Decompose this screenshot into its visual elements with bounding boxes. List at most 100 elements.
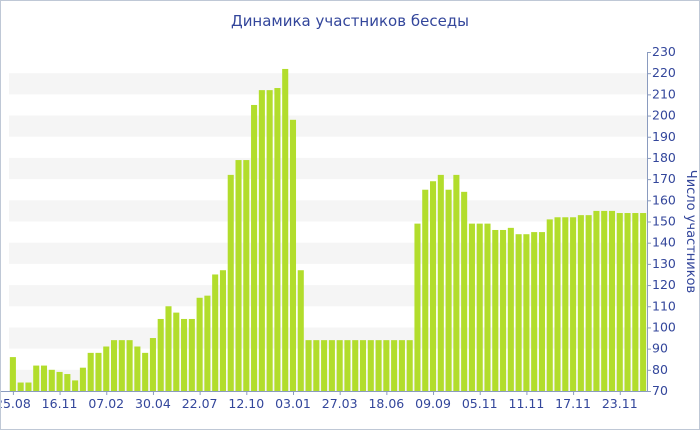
bar xyxy=(48,369,55,391)
bar xyxy=(321,340,328,391)
y-tick-label: 180 xyxy=(652,150,676,165)
bar xyxy=(282,68,289,391)
bar xyxy=(476,223,483,391)
x-tick-label: 09.09 xyxy=(415,396,451,411)
bar xyxy=(468,223,475,391)
bar xyxy=(601,210,608,391)
bar xyxy=(33,365,40,391)
y-tick-label: 150 xyxy=(652,214,676,229)
bar xyxy=(188,318,195,391)
y-tick-label: 100 xyxy=(652,319,676,334)
bar xyxy=(453,174,460,391)
bar xyxy=(500,229,507,391)
bar xyxy=(72,380,79,391)
x-tick-label: 18.06 xyxy=(368,396,404,411)
bar xyxy=(336,340,343,391)
bar xyxy=(562,217,569,391)
bar xyxy=(577,215,584,391)
y-tick-label: 220 xyxy=(652,65,676,80)
bar xyxy=(570,217,577,391)
bar xyxy=(305,340,312,391)
bar xyxy=(608,210,616,391)
bar xyxy=(17,382,24,391)
bar xyxy=(367,340,374,391)
bar xyxy=(531,232,538,391)
bar xyxy=(492,229,499,391)
bar xyxy=(165,306,172,391)
bar xyxy=(523,234,530,391)
y-tick-label: 160 xyxy=(652,192,676,207)
bar xyxy=(40,365,48,391)
bar xyxy=(227,174,234,391)
x-tick-label: 27.03 xyxy=(322,396,358,411)
bar xyxy=(585,215,592,391)
bar xyxy=(134,346,141,391)
y-tick-label: 90 xyxy=(652,341,668,356)
bar xyxy=(258,90,265,391)
bar xyxy=(64,374,71,391)
bar xyxy=(173,312,180,391)
bar xyxy=(484,223,491,391)
bar xyxy=(414,223,421,391)
bar xyxy=(624,213,631,391)
x-tick-label: 22.07 xyxy=(182,396,218,411)
y-tick-label: 120 xyxy=(652,277,676,292)
bar xyxy=(616,213,623,391)
bar xyxy=(204,295,211,391)
bar xyxy=(251,104,258,391)
bar xyxy=(118,340,125,391)
bar xyxy=(142,352,149,391)
x-tick-label: 25.08 xyxy=(1,396,31,411)
bar xyxy=(56,371,63,391)
bar xyxy=(406,340,413,391)
bar xyxy=(9,357,16,391)
bar xyxy=(632,213,639,391)
grid-band xyxy=(9,200,647,222)
bar xyxy=(181,318,188,391)
y-tick-label: 80 xyxy=(652,362,668,377)
bar xyxy=(313,340,320,391)
bar xyxy=(149,338,156,391)
bar xyxy=(103,346,110,391)
y-tick-label: 190 xyxy=(652,129,676,144)
bar xyxy=(243,160,250,391)
bar xyxy=(111,340,118,391)
bar xyxy=(126,340,133,391)
bar xyxy=(640,213,647,391)
bar xyxy=(235,160,242,391)
bar xyxy=(297,270,304,391)
bar xyxy=(274,88,281,392)
bar xyxy=(359,340,367,391)
bar xyxy=(212,274,219,391)
y-tick-labels: 70 80 90 100 110 120 130 140 150 160 170 180 190 200 2… xyxy=(647,44,676,398)
y-tick-label: 140 xyxy=(652,235,676,250)
x-tick-label: 07.02 xyxy=(88,396,124,411)
x-tick-label: 16.11 xyxy=(42,396,78,411)
x-tick-label: 23.11 xyxy=(602,396,638,411)
x-tick-label: 03.01 xyxy=(275,396,311,411)
grid-band xyxy=(9,157,647,180)
bar xyxy=(328,340,335,391)
y-tick-label: 110 xyxy=(652,298,676,313)
y-tick-label: 200 xyxy=(652,108,676,123)
bar xyxy=(344,340,351,391)
bar xyxy=(79,367,86,391)
bar xyxy=(538,232,545,391)
y-tick-label: 70 xyxy=(652,383,668,398)
bar xyxy=(95,352,102,391)
y-axis-title: Число участников xyxy=(683,170,698,293)
x-tick-label: 30.04 xyxy=(135,396,171,411)
x-tick-label: 11.11 xyxy=(509,396,545,411)
bar xyxy=(196,297,203,391)
bar xyxy=(352,340,359,391)
bar xyxy=(554,217,561,391)
y-tick-label: 230 xyxy=(652,44,676,59)
x-tick-label: 17.11 xyxy=(555,396,591,411)
bar xyxy=(515,234,522,391)
bar xyxy=(422,189,429,391)
grid-band xyxy=(9,73,647,95)
bar xyxy=(398,340,405,391)
bar xyxy=(445,189,452,391)
